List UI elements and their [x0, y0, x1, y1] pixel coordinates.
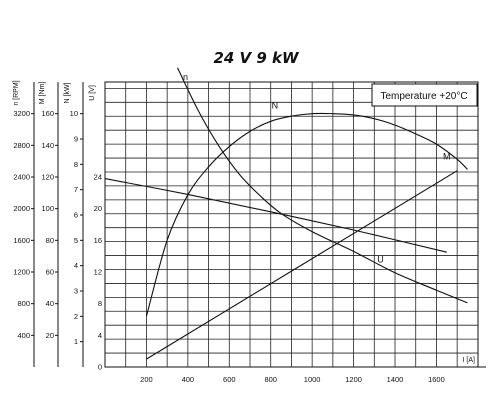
y-tick-label-M: 20	[46, 331, 54, 340]
temperature-annotation: Temperature +20°C	[380, 91, 467, 102]
annotation-box	[371, 83, 478, 107]
x-tick-label: 600	[223, 375, 236, 384]
y-tick-label-N: 5	[74, 236, 78, 245]
curves: n N M U	[104, 67, 468, 360]
chart-title: 24 V 9 kW	[213, 49, 300, 67]
y-tick-label-n: 3200	[13, 109, 30, 118]
y-tick-label-N: 3	[74, 287, 78, 296]
grid	[104, 81, 486, 368]
x-tick-label: 1600	[428, 375, 445, 384]
y-tick-label-M: 60	[46, 268, 54, 277]
y-tick-label-U: 24	[94, 173, 102, 182]
y-tick-label-n: 400	[17, 331, 30, 340]
y-tick-label-n: 1600	[13, 236, 30, 245]
y-tick-label-U: 8	[98, 299, 102, 308]
y-axis-title-n: n [RPM]	[13, 80, 20, 105]
y-tick-label-M: 80	[46, 236, 54, 245]
x-tick-label: 400	[182, 375, 195, 384]
x-tick-label: 1000	[304, 375, 321, 384]
y-tick-label-N: 4	[74, 261, 78, 270]
y-axis-title-N: N [kW]	[64, 82, 71, 103]
y-tick-label-N: 7	[74, 185, 78, 194]
y-tick-label-N: 10	[70, 109, 78, 118]
axes: 200 400 600 800 1000 1200 1400 1600400800120016…	[13, 80, 445, 384]
y-tick-label-n: 2000	[13, 204, 30, 213]
y-tick-label-n: 1200	[13, 268, 30, 277]
series-label-M: M	[443, 152, 451, 162]
series-label-N: N	[272, 101, 279, 111]
y-tick-label-U: 12	[94, 268, 102, 277]
y-tick-label-U: 20	[94, 204, 102, 213]
y-tick-label-n: 800	[17, 299, 30, 308]
x-tick-label: 1400	[387, 375, 404, 384]
y-tick-label-N: 8	[74, 160, 78, 169]
y-tick-label-M: 140	[41, 141, 54, 150]
series-label-U: U	[377, 255, 384, 265]
y-tick-label-U: 0	[98, 363, 102, 372]
y-tick-label-n: 2800	[13, 141, 30, 150]
y-tick-label-N: 1	[74, 337, 78, 346]
y-tick-label-n: 2400	[13, 173, 30, 182]
y-axis-title-M: M [Nm]	[39, 82, 46, 105]
y-tick-label-M: 160	[41, 109, 54, 118]
y-tick-label-N: 6	[74, 211, 78, 220]
x-axis-label: I [A]	[463, 357, 476, 364]
series-line-U	[104, 178, 447, 253]
y-tick-label-U: 4	[98, 331, 102, 340]
y-tick-label-M: 100	[41, 204, 54, 213]
series-line-N	[145, 112, 468, 317]
y-tick-label-N: 2	[74, 312, 78, 321]
x-tick-label: 800	[264, 375, 277, 384]
series-line-n	[177, 67, 468, 304]
y-tick-label-N: 9	[74, 135, 78, 144]
x-tick-label: 1200	[345, 375, 362, 384]
y-tick-label-U: 16	[94, 236, 102, 245]
series-label-n: n	[183, 72, 188, 82]
series-line-M	[146, 170, 458, 360]
y-tick-label-M: 40	[46, 299, 54, 308]
y-axis-title-U: U [V]	[89, 85, 96, 101]
x-tick-label: 200	[140, 375, 153, 384]
y-tick-label-M: 120	[41, 173, 54, 182]
